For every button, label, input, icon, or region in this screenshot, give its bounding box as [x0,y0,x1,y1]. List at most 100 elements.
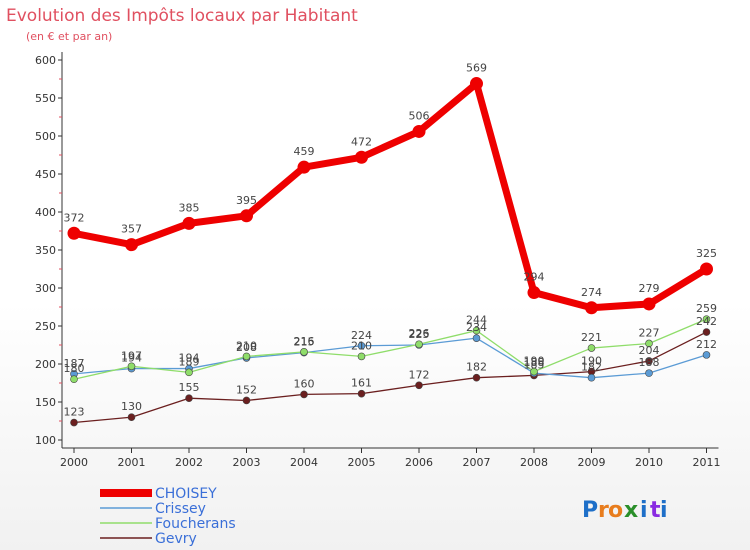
x-tick-label: 2009 [578,456,606,469]
data-point-foucherans [242,352,251,361]
x-tick-label: 2002 [175,456,203,469]
data-label-crissey: 194 [121,352,142,365]
data-label-choisey: 294 [524,271,545,284]
data-point-choisey [585,301,598,315]
y-tick-label: 550 [35,92,56,105]
data-label-foucherans: 216 [294,335,315,348]
data-label-choisey: 459 [294,145,315,158]
legend-label-crissey: Crissey [155,501,206,517]
data-label-gevry: 204 [639,344,660,357]
data-label-choisey: 279 [639,282,660,295]
data-point-gevry [300,390,308,399]
y-tick-label: 350 [35,244,56,257]
series-line-foucherans [73,318,707,380]
y-tick-label: 200 [35,358,56,371]
data-label-crissey: 215 [294,336,315,349]
legend-label-gevry: Gevry [155,531,197,547]
data-point-foucherans [127,362,136,371]
data-point-choisey [182,216,196,230]
data-label-foucherans: 210 [236,339,257,352]
data-point-gevry [702,328,711,336]
x-tick-label: 2010 [635,456,663,469]
data-point-foucherans [185,368,193,377]
x-tick-label: 2007 [463,456,491,469]
data-point-crissey [587,373,596,382]
data-point-crissey [645,369,653,377]
data-label-crissey: 182 [581,361,602,374]
data-point-gevry [472,373,481,382]
data-point-foucherans [472,326,481,335]
data-point-crissey [472,334,481,342]
data-label-foucherans: 226 [409,327,430,340]
data-point-choisey [355,150,368,164]
data-point-foucherans [415,340,423,349]
data-label-crissey: 208 [236,341,257,354]
x-tick-label: 2003 [233,456,261,469]
logo-letter: i [660,498,668,523]
y-tick-label: 100 [35,434,56,447]
data-point-foucherans [530,367,538,376]
data-label-gevry: 123 [64,406,85,419]
axes: 100 150 200 250 300 350 400 450 500 550 600 2000 200… [35,52,721,469]
data-label-gevry: 190 [581,355,602,368]
x-tick-label: 2006 [405,456,433,469]
data-label-gevry: 172 [409,368,430,381]
y-tick-label: 500 [35,130,56,143]
x-tick-label: 2000 [60,456,88,469]
data-label-foucherans: 190 [524,355,545,368]
data-point-choisey [125,238,138,252]
data-point-choisey [642,297,656,311]
data-label-foucherans: 244 [466,314,487,327]
series-line-choisey [73,80,709,312]
data-point-gevry [127,413,136,422]
series-line-gevry [73,331,707,424]
x-tick-label: 2001 [118,456,146,469]
logo-letter: x [624,498,638,523]
data-label-choisey: 385 [179,201,200,214]
data-label-foucherans: 197 [121,349,142,362]
data-point-gevry [415,381,423,390]
legend-label-choisey: CHOISEY [155,486,217,502]
data-label-foucherans: 189 [179,355,200,368]
data-label-crissey: 212 [696,338,717,351]
data-point-gevry [70,418,78,427]
y-tick-label: 250 [35,320,56,333]
x-tick-label: 2004 [290,456,318,469]
data-label-choisey: 472 [351,135,372,148]
data-label-gevry: 185 [524,358,545,371]
y-tick-label: 450 [35,168,56,181]
data-label-gevry: 160 [294,377,315,390]
data-point-choisey [240,209,253,223]
data-label-gevry: 155 [179,381,200,394]
data-point-gevry [185,394,193,403]
data-label-gevry: 161 [351,377,372,390]
data-label-choisey: 395 [236,194,257,207]
chart-title: Evolution des Impôts locaux par Habitant [6,6,358,26]
data-label-choisey: 569 [466,62,487,75]
data-point-foucherans [645,339,653,348]
data-label-foucherans: 210 [351,339,372,352]
data-point-crissey [357,341,366,350]
data-label-foucherans: 221 [581,331,602,344]
data-point-foucherans [357,352,366,361]
data-label-crissey: 187 [64,357,85,370]
data-label-crissey: 234 [466,321,487,334]
data-label-crissey: 225 [409,328,430,341]
y-tick-label: 300 [35,282,56,295]
data-label-choisey: 325 [696,247,717,260]
data-point-crissey [702,351,711,359]
data-point-gevry [242,396,251,405]
logo-letter: o [608,498,623,523]
data-point-choisey [470,77,483,91]
data-label-foucherans: 180 [64,362,85,375]
data-point-gevry [357,389,366,398]
logo-letter: t [650,498,661,523]
data-label-crissey: 188 [639,356,660,369]
data-label-choisey: 274 [581,286,602,299]
x-tick-label: 2005 [348,456,376,469]
data-point-choisey [67,226,81,240]
data-point-choisey [700,262,713,276]
